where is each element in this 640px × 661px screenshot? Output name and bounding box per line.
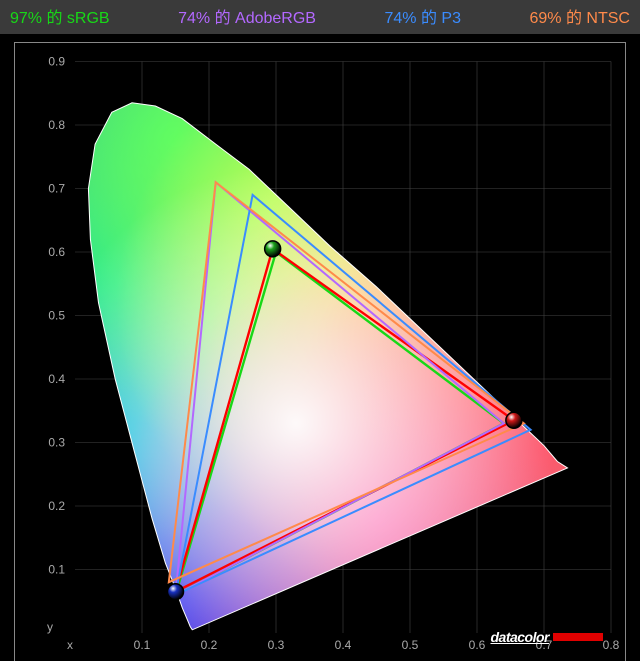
svg-text:0.6: 0.6 — [48, 245, 65, 259]
svg-text:0.4: 0.4 — [48, 372, 65, 386]
gamut-stat-srgb: 97% 的 sRGB — [10, 4, 110, 28]
chromaticity-chart: 0.1 0.2 0.3 0.4 0.5 0.6 0.7 0.8 0.1 0.2 0.3 0.4 0.5 0… — [14, 42, 626, 661]
svg-text:0.1: 0.1 — [48, 563, 65, 577]
chart-container: 0.1 0.2 0.3 0.4 0.5 0.6 0.7 0.8 0.1 0.2 0.3 0.4 0.5 0… — [0, 34, 640, 661]
svg-text:0.3: 0.3 — [48, 436, 65, 450]
svg-text:0.2: 0.2 — [201, 638, 218, 652]
svg-text:x: x — [67, 638, 73, 652]
watermark-text: datacolor — [490, 629, 549, 645]
primary-marker-green — [265, 241, 281, 257]
watermark-bar — [553, 633, 603, 641]
chromaticity-svg: 0.1 0.2 0.3 0.4 0.5 0.6 0.7 0.8 0.1 0.2 0.3 0.4 0.5 0… — [15, 43, 625, 661]
gamut-stat-ntsc: 69% 的 NTSC — [530, 4, 630, 28]
svg-text:0.5: 0.5 — [48, 309, 65, 323]
svg-text:0.6: 0.6 — [469, 638, 486, 652]
gamut-stat-p3: 74% 的 P3 — [384, 4, 461, 28]
datacolor-watermark: datacolor — [490, 629, 603, 645]
svg-text:0.4: 0.4 — [335, 638, 352, 652]
svg-text:0.8: 0.8 — [603, 638, 620, 652]
gamut-summary-header: 97% 的 sRGB 74% 的 AdobeRGB 74% 的 P3 69% 的 NT… — [0, 0, 640, 34]
gamut-stat-adobergb: 74% 的 AdobeRGB — [178, 4, 316, 28]
svg-text:0.2: 0.2 — [48, 499, 65, 513]
svg-text:0.3: 0.3 — [268, 638, 285, 652]
svg-text:y: y — [47, 620, 53, 634]
svg-text:0.9: 0.9 — [48, 55, 65, 69]
primary-marker-blue — [168, 584, 184, 600]
svg-text:0.1: 0.1 — [134, 638, 151, 652]
svg-text:0.8: 0.8 — [48, 118, 65, 132]
primary-marker-red — [506, 412, 522, 428]
svg-text:0.5: 0.5 — [402, 638, 419, 652]
svg-text:0.7: 0.7 — [48, 182, 65, 196]
